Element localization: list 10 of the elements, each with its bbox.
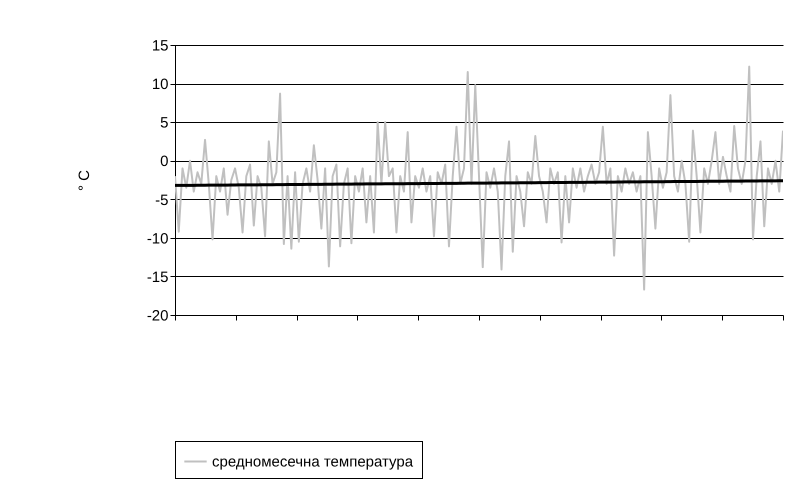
y-tick-label: -15	[146, 268, 168, 286]
y-tick-label: 10	[152, 76, 168, 94]
y-tick-label: -10	[146, 230, 168, 248]
legend-label: средномесечна температура	[212, 454, 414, 470]
y-tick-label: -20	[146, 308, 168, 324]
y-tick-label: 5	[160, 114, 168, 132]
y-tick-label: 15	[152, 38, 168, 54]
y-axis-title: ° C	[76, 170, 93, 191]
y-tick-label: 0	[160, 153, 168, 170]
y-tick-label: -5	[155, 192, 168, 209]
